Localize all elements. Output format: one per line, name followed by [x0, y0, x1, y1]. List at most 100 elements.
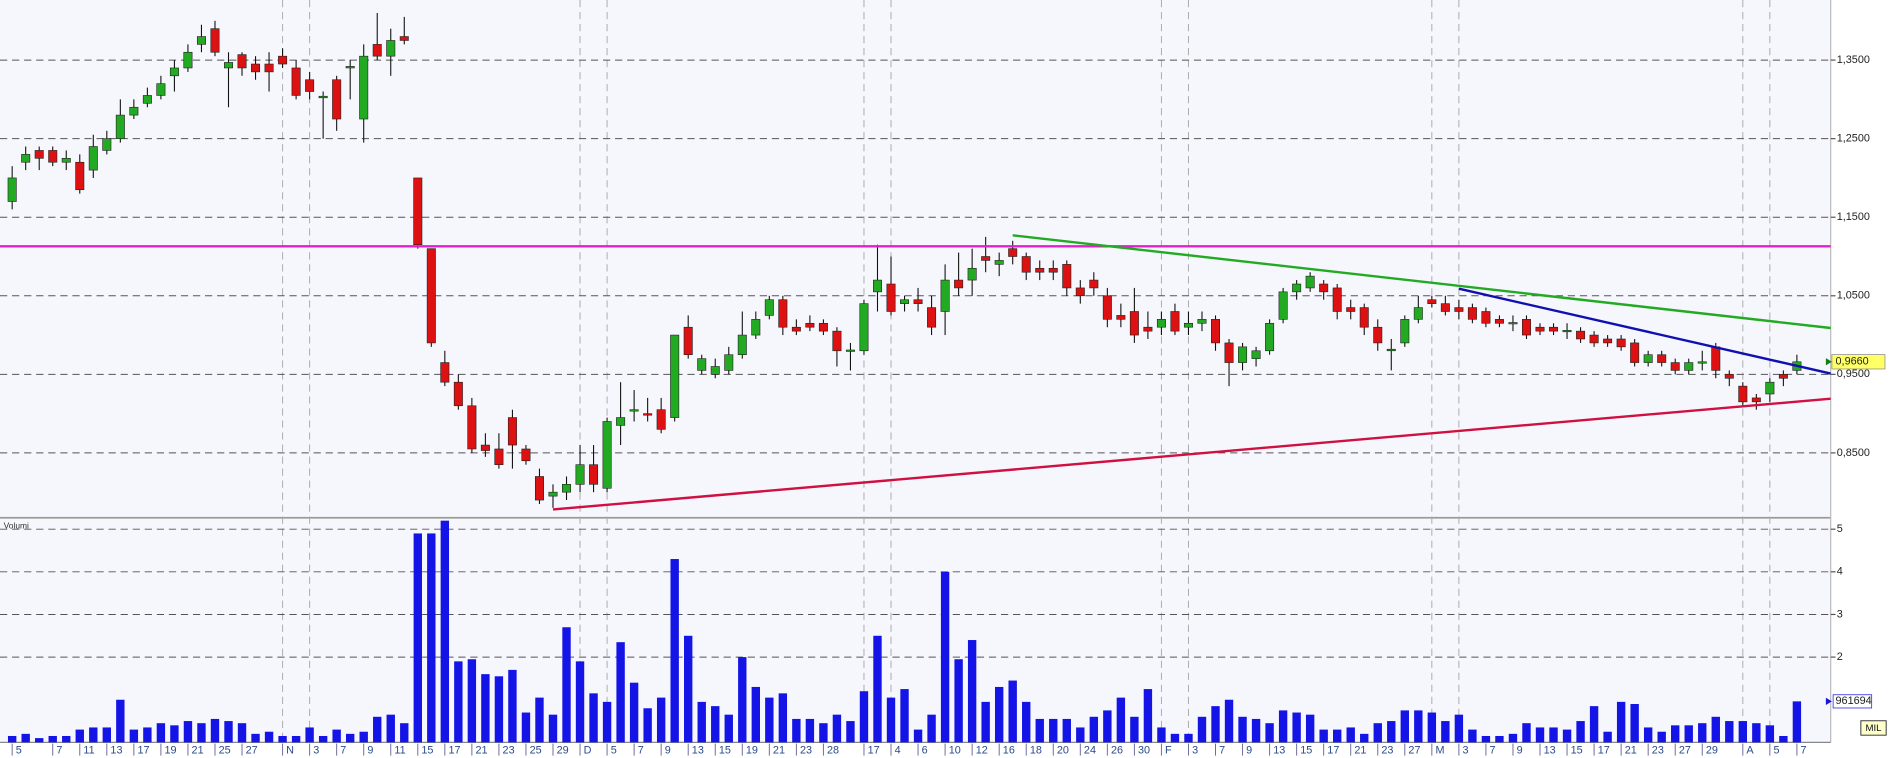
trend-line — [552, 397, 1831, 511]
volume-bar — [291, 735, 301, 743]
candle-body — [1102, 295, 1112, 320]
x-tick-label: 13 — [692, 745, 704, 757]
candle-body — [643, 413, 653, 416]
volume-bar — [1319, 729, 1328, 743]
volume-bar — [386, 714, 395, 743]
x-tick-label: 17 — [868, 745, 880, 757]
candle-body — [440, 362, 450, 383]
candle-body — [886, 283, 896, 312]
x-tick-label: 7 — [1490, 745, 1496, 757]
candle-body — [629, 409, 639, 412]
volume-bar — [1441, 721, 1450, 743]
candle-body — [142, 95, 152, 104]
x-tick-label: 3 — [1192, 745, 1198, 757]
volume-bar — [251, 733, 260, 743]
volume-bar — [1779, 735, 1788, 743]
volume-bar — [711, 706, 720, 743]
last-volume-label: 961694 — [1836, 695, 1872, 707]
volume-bar — [156, 723, 166, 743]
volume-bar — [1562, 729, 1572, 743]
x-tick-label: 21 — [773, 745, 785, 757]
x-tick-label: 15 — [421, 745, 433, 757]
candle-body — [1048, 267, 1058, 273]
volume-pane — [0, 518, 1831, 743]
candle-body — [169, 67, 179, 77]
candle-body — [480, 444, 490, 451]
x-tick-label: 25 — [530, 745, 542, 757]
candle-body — [75, 161, 85, 191]
candle-body — [1373, 326, 1383, 344]
volume-bar — [210, 718, 220, 743]
volume-bar — [264, 731, 274, 743]
volume-bar — [1387, 721, 1396, 743]
candle-body — [1508, 322, 1518, 325]
volume-bar — [170, 725, 179, 743]
volume-bar — [697, 701, 706, 743]
candle-body — [1089, 279, 1099, 289]
volume-bar — [1752, 723, 1761, 743]
candle-body — [1292, 283, 1302, 293]
x-tick-label: 27 — [1679, 745, 1691, 757]
x-tick-label: 5 — [1773, 745, 1779, 757]
candle-body — [237, 54, 247, 69]
x-tick-label: 13 — [110, 745, 122, 757]
candle-body — [616, 417, 626, 426]
volume-bar — [1657, 731, 1666, 743]
volume-bar — [278, 735, 287, 743]
x-tick-label: 15 — [1300, 745, 1312, 757]
candle-body — [48, 150, 58, 163]
y-tick-label: 2 — [1837, 651, 1843, 663]
volume-bar — [62, 735, 71, 743]
candle-body — [1494, 319, 1504, 324]
volume-bar — [805, 718, 815, 743]
volume-bar — [1022, 701, 1031, 743]
candle-body — [224, 62, 233, 69]
volume-bar — [1292, 712, 1301, 743]
candle-body — [927, 307, 937, 328]
volume-bar — [1671, 725, 1680, 743]
candle-body — [264, 63, 274, 73]
candle-body — [494, 448, 504, 465]
candle-body — [1549, 326, 1559, 332]
volume-bar — [237, 723, 247, 743]
volume-bar — [1278, 710, 1288, 743]
volume-bar — [1765, 725, 1775, 743]
volume-bar — [467, 659, 477, 743]
x-tick-label: 10 — [949, 745, 961, 757]
candle-body — [1143, 326, 1153, 332]
candle-body — [751, 319, 761, 336]
candle-body — [1021, 256, 1031, 273]
candle-body — [1562, 330, 1572, 333]
candle-body — [1697, 361, 1707, 364]
x-tick-label: 17 — [1598, 745, 1610, 757]
volume-bar — [1427, 712, 1437, 743]
candle-body — [1711, 346, 1721, 371]
x-tick-label: 26 — [1111, 745, 1123, 757]
candle-body — [386, 40, 396, 57]
candle-body — [1603, 338, 1613, 344]
volume-bar — [1170, 733, 1180, 743]
x-tick-label: 27 — [246, 745, 258, 757]
candle-body — [1305, 275, 1315, 289]
candle-body — [156, 83, 166, 96]
volume-bar — [1481, 735, 1491, 743]
volume-bar — [832, 714, 842, 743]
volume-bar — [1238, 716, 1247, 743]
x-tick-label: 16 — [1003, 745, 1015, 757]
y-tick-label: 1,2500 — [1837, 133, 1870, 145]
candle-body — [1427, 299, 1437, 304]
volume-bar — [183, 721, 193, 743]
candle-body — [61, 158, 71, 163]
volume-bar — [1468, 729, 1477, 743]
last-price-box — [1831, 354, 1886, 370]
candle-body — [1738, 385, 1748, 403]
candle-body — [1576, 330, 1586, 340]
candle-body — [1778, 374, 1788, 379]
last-price-label: 0,9660 — [1836, 356, 1869, 368]
candle-body — [507, 417, 517, 446]
volume-bar — [886, 697, 896, 743]
volume-bar — [792, 718, 801, 743]
volume-bar — [575, 661, 585, 743]
x-tick-label: 20 — [1057, 745, 1069, 757]
candle-body — [1156, 319, 1166, 328]
